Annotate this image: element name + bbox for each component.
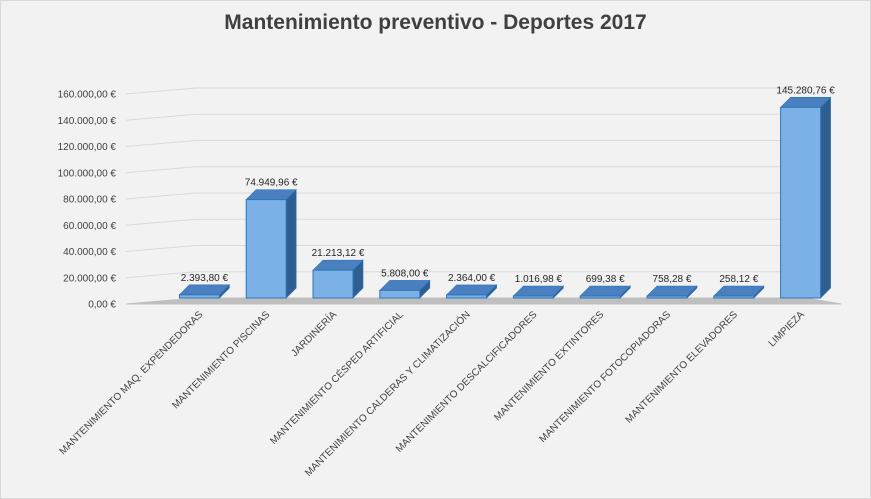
bar-8 [646, 285, 698, 299]
category-label: LIMPIEZA [767, 309, 807, 349]
bar-1 [178, 284, 231, 299]
bar-front [312, 269, 354, 299]
gridline-depth [125, 87, 197, 95]
bar-2 [245, 188, 297, 299]
bar-front [646, 295, 688, 299]
bar-5 [445, 284, 498, 299]
data-label: 74.949,96 € [245, 178, 298, 189]
gridline-depth [125, 192, 197, 200]
y-tick-label: 160.000,00 € [58, 90, 117, 101]
bar-front [512, 295, 554, 299]
bar-9 [713, 285, 765, 299]
gridline-depth [125, 140, 197, 147]
gridline-depth [125, 166, 197, 174]
category-label: MANTENIMIENTO DESCALCIFICADORES [394, 309, 540, 455]
bar-front [579, 295, 621, 299]
data-label: 21.213,12 € [312, 248, 365, 259]
data-label: 2.364,00 € [448, 273, 496, 284]
chart-title: Mantenimiento preventivo - Deportes 2017 [224, 11, 647, 34]
y-tick-label: 40.000,00 € [63, 247, 116, 258]
y-tick-label: 100.000,00 € [58, 168, 117, 179]
y-tick-label: 60.000,00 € [63, 221, 116, 232]
bar-front [178, 294, 220, 299]
data-label: 1.016,98 € [515, 274, 563, 285]
bar-front [780, 106, 822, 299]
bar-front [245, 199, 287, 299]
bar-3 [312, 259, 364, 299]
bar-7 [579, 285, 631, 299]
gridline-depth [125, 245, 197, 252]
bar-side [820, 96, 831, 299]
bar-front [713, 295, 755, 299]
data-label: 5.808,00 € [381, 268, 429, 279]
category-label: MANTENIMIENTO FOTOCOPIADORAS [538, 309, 674, 445]
category-label: MANTENIMIENTO EXTINTORES [492, 309, 606, 423]
data-label: 145.280,76 € [776, 85, 835, 96]
bar-front [379, 289, 421, 299]
category-label: MANTENIMIENTO MAQ. EXPENDEDORAS [58, 309, 206, 457]
gridline-depth [125, 113, 197, 121]
data-label: 758,28 € [653, 274, 692, 285]
y-tick-label: 20.000,00 € [63, 273, 116, 284]
gridline-depth [125, 218, 197, 226]
data-label: 258,12 € [719, 274, 758, 285]
bar-4 [379, 279, 431, 299]
y-tick-label: 120.000,00 € [58, 142, 117, 153]
gridline-depth [125, 271, 197, 279]
data-label: 2.393,80 € [181, 273, 229, 284]
chart-floor [125, 297, 842, 305]
bar-6 [512, 285, 565, 299]
y-tick-label: 80.000,00 € [63, 195, 116, 206]
y-tick-label: 140.000,00 € [58, 116, 117, 127]
category-label: JARDINERÍA [288, 308, 339, 359]
category-label: MANTENIMIENTO ELEVADORES [624, 309, 741, 426]
bar-10 [779, 96, 832, 299]
bar-side [285, 188, 297, 299]
bar-front [446, 294, 488, 299]
y-tick-label: 0,00 € [88, 300, 116, 311]
data-label: 699,38 € [586, 274, 625, 285]
category-label: MANTENIMIENTO CÉSPED ARTIFICIAL [267, 308, 406, 447]
